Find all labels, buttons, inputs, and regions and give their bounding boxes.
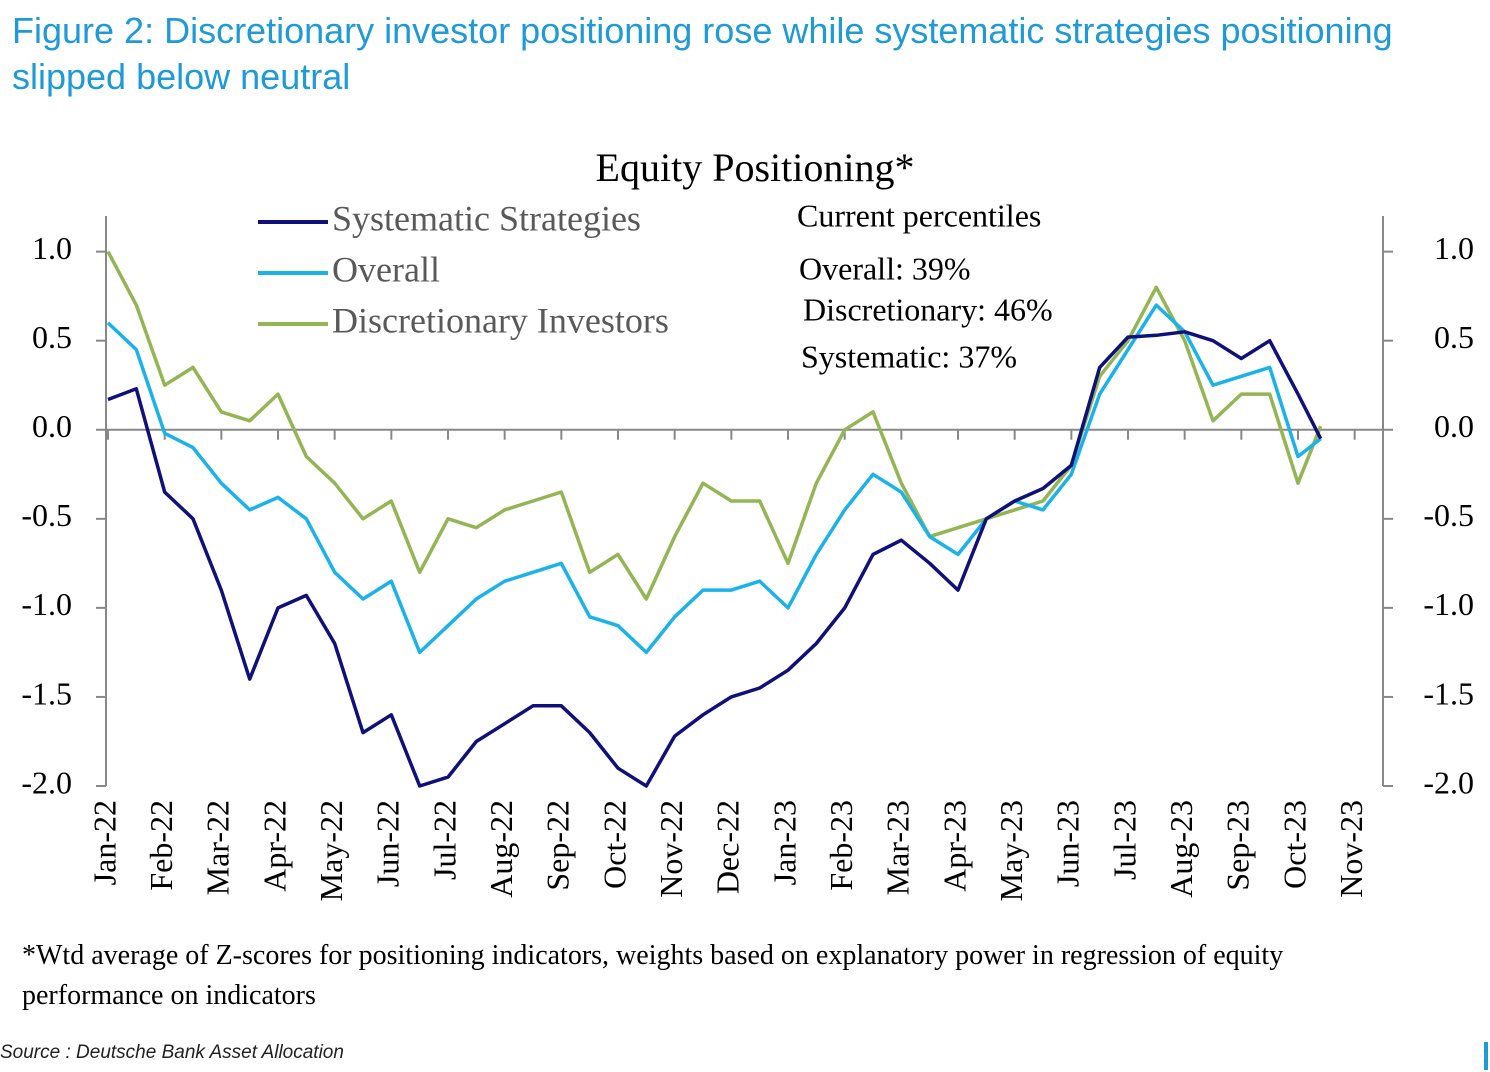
x-tick-label: Oct-23 (1276, 800, 1312, 889)
y2-tick-label: -0.5 (1423, 497, 1474, 533)
x-tick-label: Jan-23 (766, 800, 802, 885)
y2-tick-label: 0.0 (1434, 408, 1474, 444)
x-tick-label: Feb-22 (143, 800, 179, 891)
x-tick-label: May-23 (993, 800, 1029, 901)
y2-tick-label: 1.0 (1434, 230, 1474, 266)
x-tick-label: Jan-22 (86, 800, 122, 885)
x-tick-label: Feb-23 (823, 800, 859, 891)
y-tick-label: -2.0 (21, 764, 72, 800)
series-line (106, 250, 1323, 601)
y-tick-label: 0.0 (32, 408, 72, 444)
chart: Equity Positioning* 1.0 1.0 0.5 0.5 0.0 0.0 -0… (21, 145, 1474, 901)
x-tick-label: Mar-23 (880, 800, 916, 895)
x-tick-label: Apr-23 (936, 800, 972, 892)
x-tick-label: Mar-22 (200, 800, 236, 895)
footnote: *Wtd average of Z-scores for positioning… (22, 940, 1284, 1011)
y-tick-label: 0.5 (32, 319, 72, 355)
legend-label: Discretionary Investors (332, 300, 669, 340)
figure-title: Figure 2: Discretionary investor positio… (12, 10, 1393, 97)
y-tick-label: 1.0 (32, 230, 72, 266)
x-tick-label: Jun-22 (370, 800, 406, 887)
source: Source : Deutsche Bank Asset Allocation (0, 1042, 344, 1063)
accent-bar (1484, 1042, 1488, 1070)
x-tick-label: Sep-23 (1220, 800, 1256, 891)
x-tick-label: Jul-22 (426, 800, 462, 880)
x-tick-label: Apr-22 (256, 800, 292, 892)
legend-label: Systematic Strategies (332, 198, 641, 238)
y-tick-label: -0.5 (21, 497, 72, 533)
annotation: Discretionary: 46% (803, 291, 1053, 327)
y-tick-label: -1.5 (21, 675, 72, 711)
x-tick-label: Jun-23 (1050, 800, 1086, 887)
annotation: Current percentiles (797, 197, 1041, 233)
x-tick-label: Sep-22 (540, 800, 576, 891)
annotation: Overall: 39% (799, 250, 971, 286)
y2-tick-label: -1.0 (1423, 586, 1474, 622)
y2-tick-label: 0.5 (1434, 319, 1474, 355)
x-tick-label: Nov-22 (653, 800, 689, 898)
y-tick-label: -1.0 (21, 586, 72, 622)
x-tick-label: Aug-23 (1163, 800, 1199, 898)
chart-title: Equity Positioning* (596, 145, 915, 190)
x-tick-label: Jul-23 (1106, 800, 1142, 880)
series-line (106, 303, 1322, 655)
x-tick-label: Oct-22 (596, 800, 632, 889)
legend-label: Overall (332, 249, 440, 289)
y2-tick-label: -2.0 (1423, 764, 1474, 800)
x-tick-label: Nov-23 (1333, 800, 1369, 898)
y2-tick-label: -1.5 (1423, 675, 1474, 711)
series-line (107, 330, 1323, 788)
x-tick-label: Dec-22 (710, 800, 746, 894)
x-tick-label: May-22 (313, 800, 349, 901)
x-tick-label: Aug-22 (483, 800, 519, 898)
annotation: Systematic: 37% (801, 338, 1017, 374)
